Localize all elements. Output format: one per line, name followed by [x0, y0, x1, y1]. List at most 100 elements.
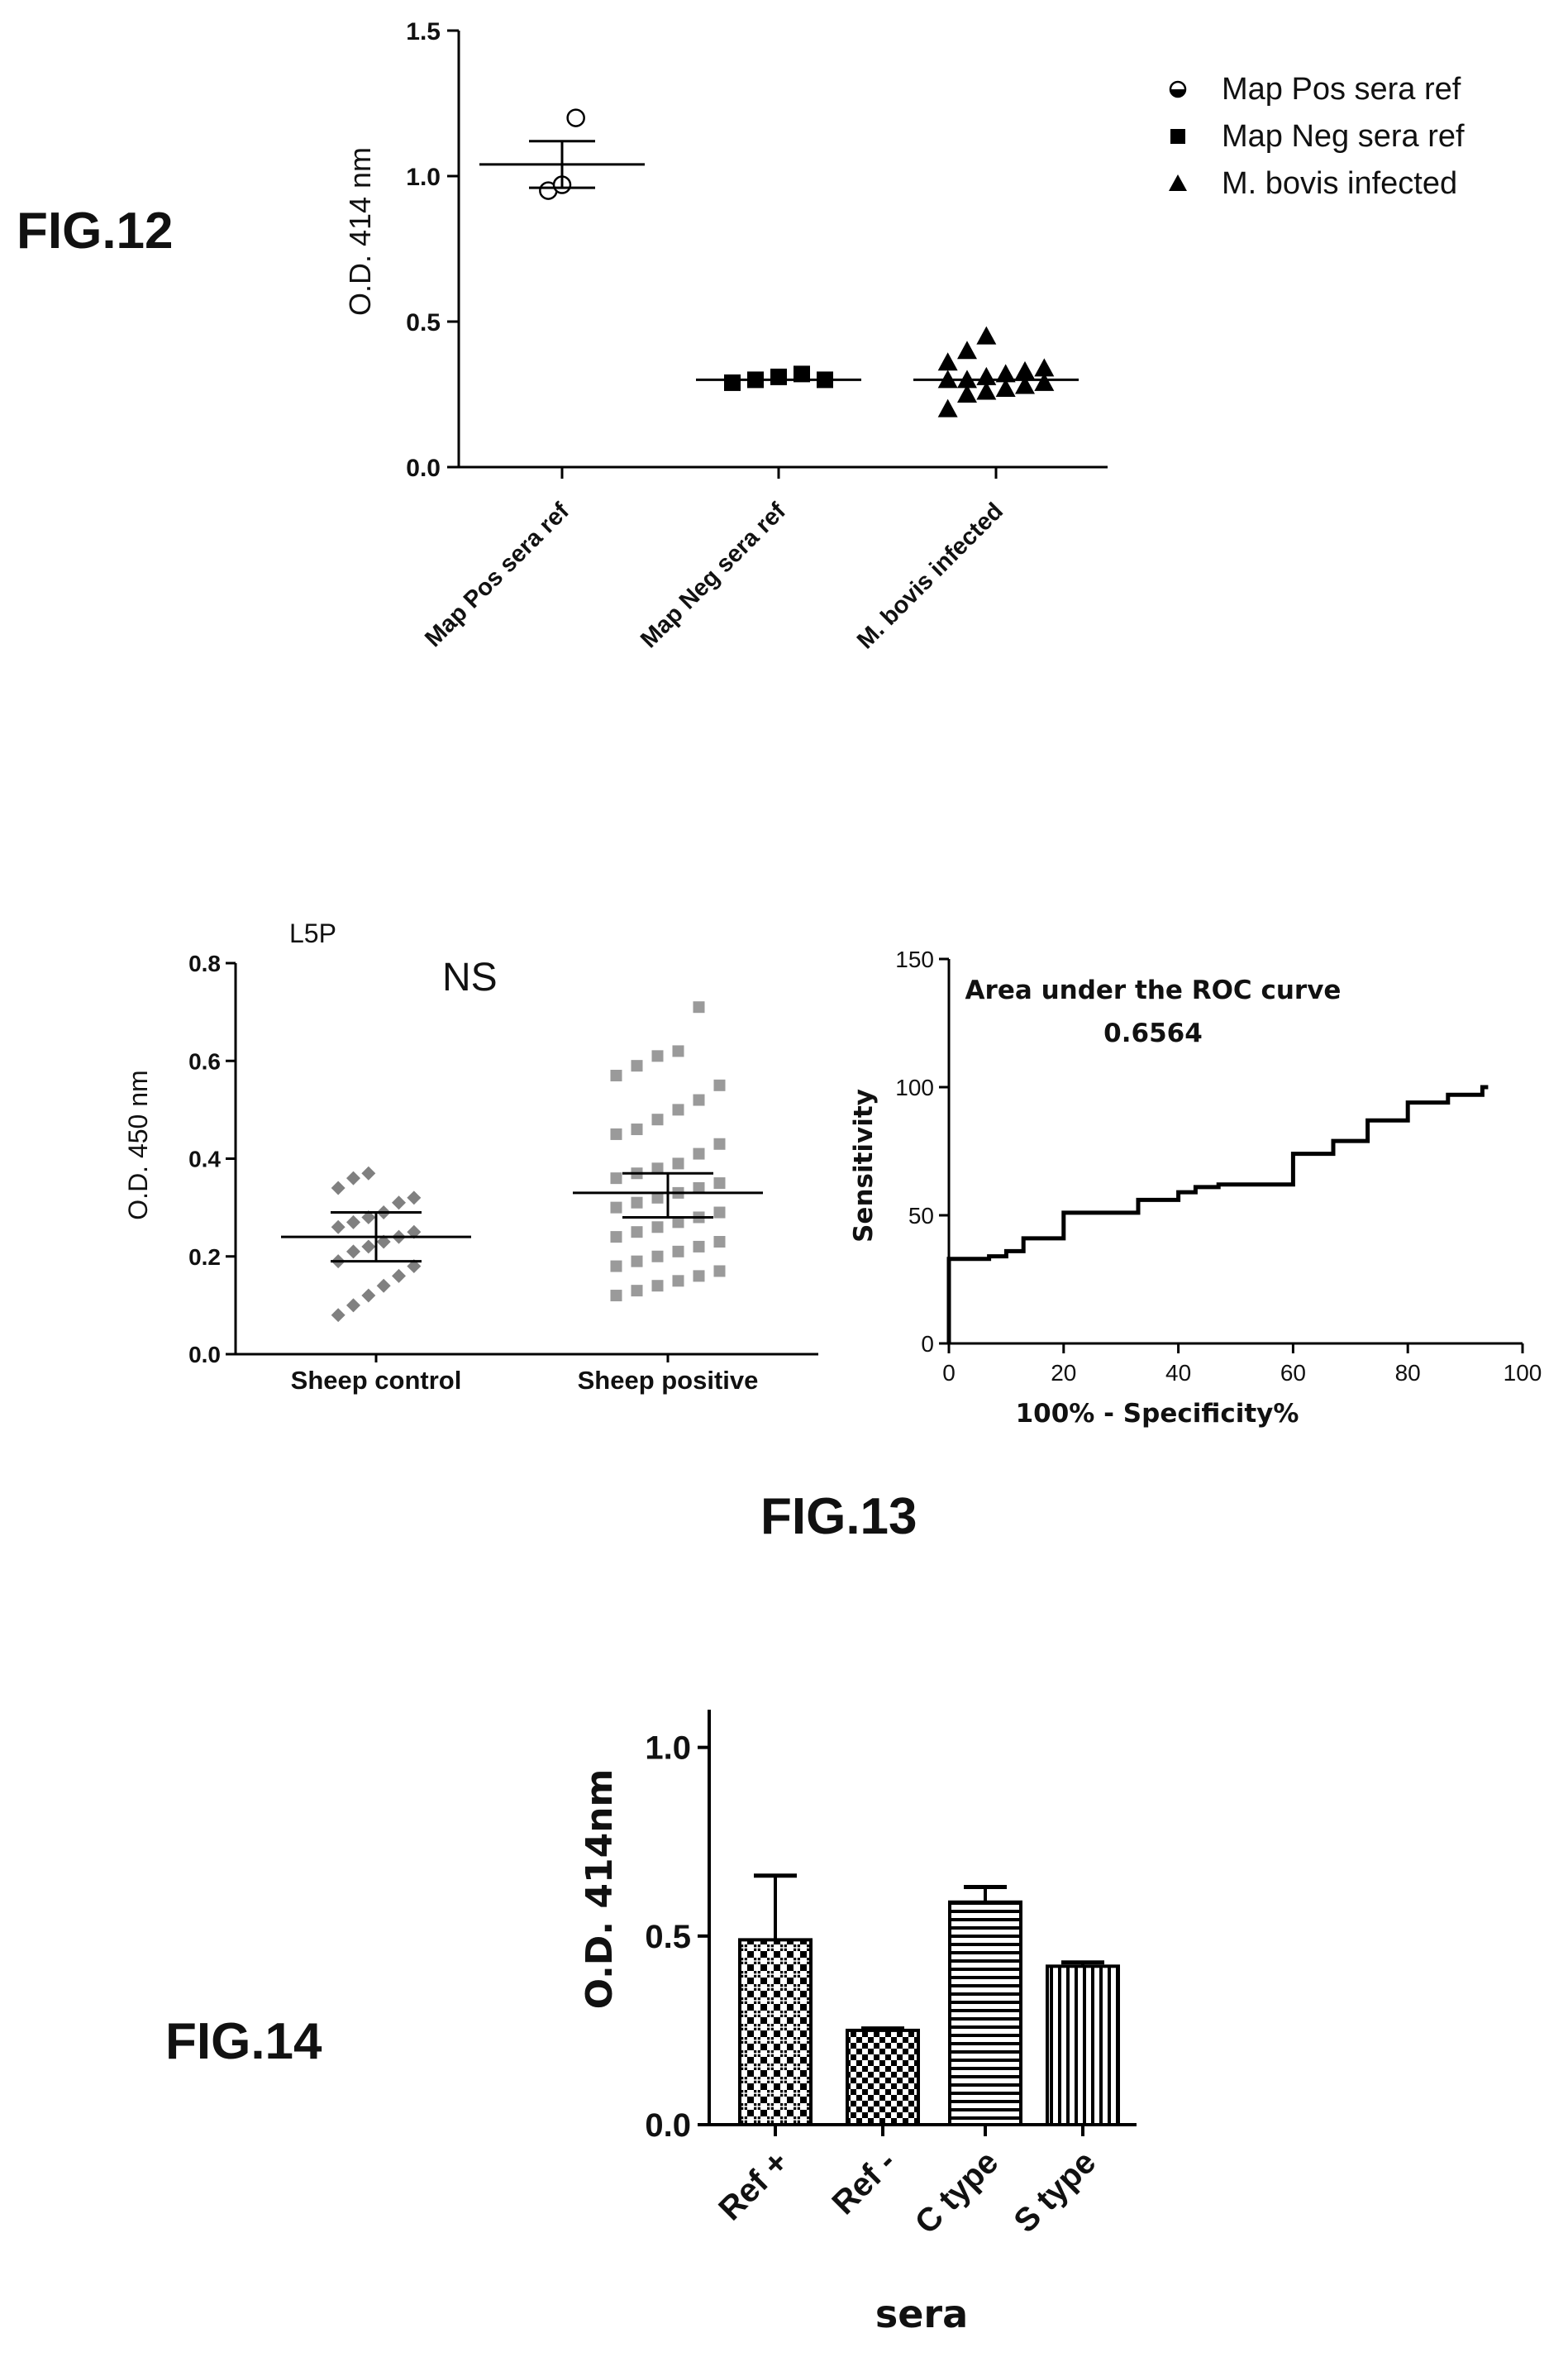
fig14-bar-chart: O.D. 414nm sera 0.0 0.5 1.0 Ref + Ref -C ty… [579, 1710, 1137, 2336]
fig13-scatter-point [651, 1162, 664, 1175]
fig13-roc-x-tick-label: 0 [942, 1360, 956, 1386]
fig13-scatter-point [631, 1060, 643, 1072]
fig13-scatter-axes [234, 963, 818, 1356]
fig13-scatter-point [392, 1268, 406, 1283]
fig13-roc-curve [946, 1085, 1489, 1343]
fig13-scatter-x-tick-label: Sheep control [291, 1366, 462, 1395]
fig13-scatter-y-tick-label: 0.0 [188, 1342, 221, 1367]
fig13-scatter-point [651, 1280, 664, 1292]
fig12-x-tick-label: Map Pos sera ref [420, 498, 574, 652]
fig13-scatter-point [693, 1094, 705, 1106]
fig14-x-tick-label: S type [1007, 2144, 1103, 2240]
fig13-scatter-point [610, 1260, 622, 1272]
fig12-point [1034, 358, 1055, 377]
fig13-scatter-point [672, 1045, 684, 1057]
fig13-scatter-point [361, 1166, 376, 1181]
fig13-scatter-point [713, 1177, 726, 1190]
fig14-bar [1046, 1964, 1120, 2127]
fig13-scatter-point [631, 1196, 643, 1209]
fig13-roc-y-tick-label: 100 [895, 1075, 934, 1100]
fig14-bar [948, 1900, 1022, 2126]
fig12-x-tick-label: M. bovis infected [852, 498, 1008, 654]
fig13-roc-y-tick-label: 50 [908, 1203, 934, 1229]
fig12-y-ticks: 0.0 0.5 1.0 1.5 [406, 18, 459, 482]
fig12-point [724, 374, 741, 391]
fig13-scatter-y-tick-label: 0.8 [188, 951, 221, 976]
fig13-scatter-point [346, 1214, 360, 1229]
fig12-point [957, 341, 977, 360]
fig12-point [1015, 375, 1035, 394]
fig12-x-labels: Map Pos sera ref Map Neg sera ref M. bovis… [420, 467, 1008, 654]
fig13-scatter-point [713, 1206, 726, 1219]
fig13-scatter-y-tick-label: 0.6 [188, 1048, 221, 1074]
fig13-scatter-point [651, 1114, 664, 1126]
fig12-y-tick-label: 0.5 [406, 309, 441, 336]
fig12-point [957, 384, 977, 403]
fig13-scatter-point [672, 1216, 684, 1229]
fig12-point [1034, 372, 1055, 391]
fig13-scatter-point [651, 1250, 664, 1262]
fig13-scatter-y-ticks: 0.0 0.2 0.4 0.6 0.8 [188, 951, 236, 1367]
fig13-scatter-x-labels: Sheep control Sheep positive [291, 1354, 759, 1395]
fig13-scatter-point [346, 1171, 360, 1186]
fig13-scatter-point [631, 1226, 643, 1238]
fig13-roc-auc-value: 0.6564 [1103, 1019, 1203, 1048]
fig13-scatter-point [713, 1265, 726, 1277]
fig13-scatter-point [331, 1219, 346, 1234]
fig13-scatter-chart: L5P NS O.D. 450 nm 0.0 0.2 0.4 0.6 0.8 Sheep… [123, 918, 818, 1395]
fig13-scatter-point [672, 1157, 684, 1170]
fig13-scatter-point [631, 1124, 643, 1136]
fig13-roc-x-tick-label: 100 [1504, 1360, 1542, 1386]
fig13-scatter-point [331, 1181, 346, 1195]
fig12-y-tick-label: 1.0 [406, 164, 441, 191]
fig12-legend-marker-fill [1170, 89, 1185, 97]
fig13-scatter-point [672, 1245, 684, 1257]
fig12-chart: O.D. 414 nm 0.0 0.5 1.0 1.5 Map Pos sera re… [343, 18, 1465, 654]
fig14-x-tick-label: Ref + [712, 2144, 795, 2227]
fig13-scatter-point [346, 1244, 360, 1259]
fig14-x-tick-label: Ref - [825, 2144, 903, 2221]
fig12-legend-label: M. bovis infected [1222, 166, 1457, 201]
fig14-y-tick-label: 0.0 [645, 2107, 691, 2144]
fig13-roc-x-tick-label: 20 [1051, 1360, 1076, 1386]
fig13-scatter-point [610, 1069, 622, 1081]
fig14-x-axis-title: sera [875, 2292, 968, 2336]
fig13-scatter-point [346, 1298, 360, 1313]
fig13-roc-title: Area under the ROC curve [965, 976, 1342, 1005]
fig12-legend-marker [1170, 129, 1185, 144]
fig13-roc-y-tick-label: 150 [895, 947, 934, 972]
fig12-point [995, 364, 1016, 383]
fig12-x-tick-label: Map Neg sera ref [636, 498, 791, 653]
fig13-scatter-point [610, 1290, 622, 1302]
fig13-roc-y-tick-label: 0 [921, 1331, 934, 1357]
fig13-scatter-point [693, 1147, 705, 1160]
fig12-y-axis-title: O.D. 414 nm [343, 147, 377, 316]
fig13-scatter-point [631, 1285, 643, 1297]
fig14-y-tick-label: 0.5 [645, 1919, 691, 1955]
fig13-scatter-point [713, 1236, 726, 1248]
fig14-bar [738, 1938, 813, 2127]
fig13-roc-y-axis-title: Sensitivity [849, 1089, 879, 1243]
fig13-scatter-point [361, 1288, 376, 1303]
fig12-label: FIG.12 [17, 203, 174, 260]
fig14-y-axis-title: O.D. 414nm [579, 1769, 621, 2010]
fig13-scatter-point [392, 1195, 406, 1210]
fig13-roc-y-ticks: 0 50 100 150 [895, 947, 949, 1357]
fig14-x-tick-label: C type [908, 2144, 1006, 2241]
fig13-scatter-x-tick-label: Sheep positive [578, 1366, 759, 1395]
fig12-point [937, 398, 958, 417]
fig13-scatter-annotation: NS [442, 956, 498, 1000]
fig14-bars [738, 1873, 1120, 2127]
fig13-scatter-point [672, 1104, 684, 1116]
fig12-legend: Map Pos sera ref Map Neg sera ref M. bovis… [1169, 72, 1465, 201]
fig13-roc-x-tick-label: 60 [1280, 1360, 1306, 1386]
fig12-point [794, 365, 810, 383]
fig13-scatter-point [651, 1191, 664, 1204]
fig13-scatter-point [651, 1221, 664, 1233]
fig13-scatter-point [631, 1255, 643, 1267]
fig13-scatter-point [693, 1181, 705, 1194]
fig13-scatter-y-tick-label: 0.4 [188, 1147, 221, 1172]
fig12-axes [457, 31, 1108, 469]
fig14-label: FIG.14 [165, 2013, 322, 2070]
fig13-roc-axes [947, 959, 1523, 1345]
